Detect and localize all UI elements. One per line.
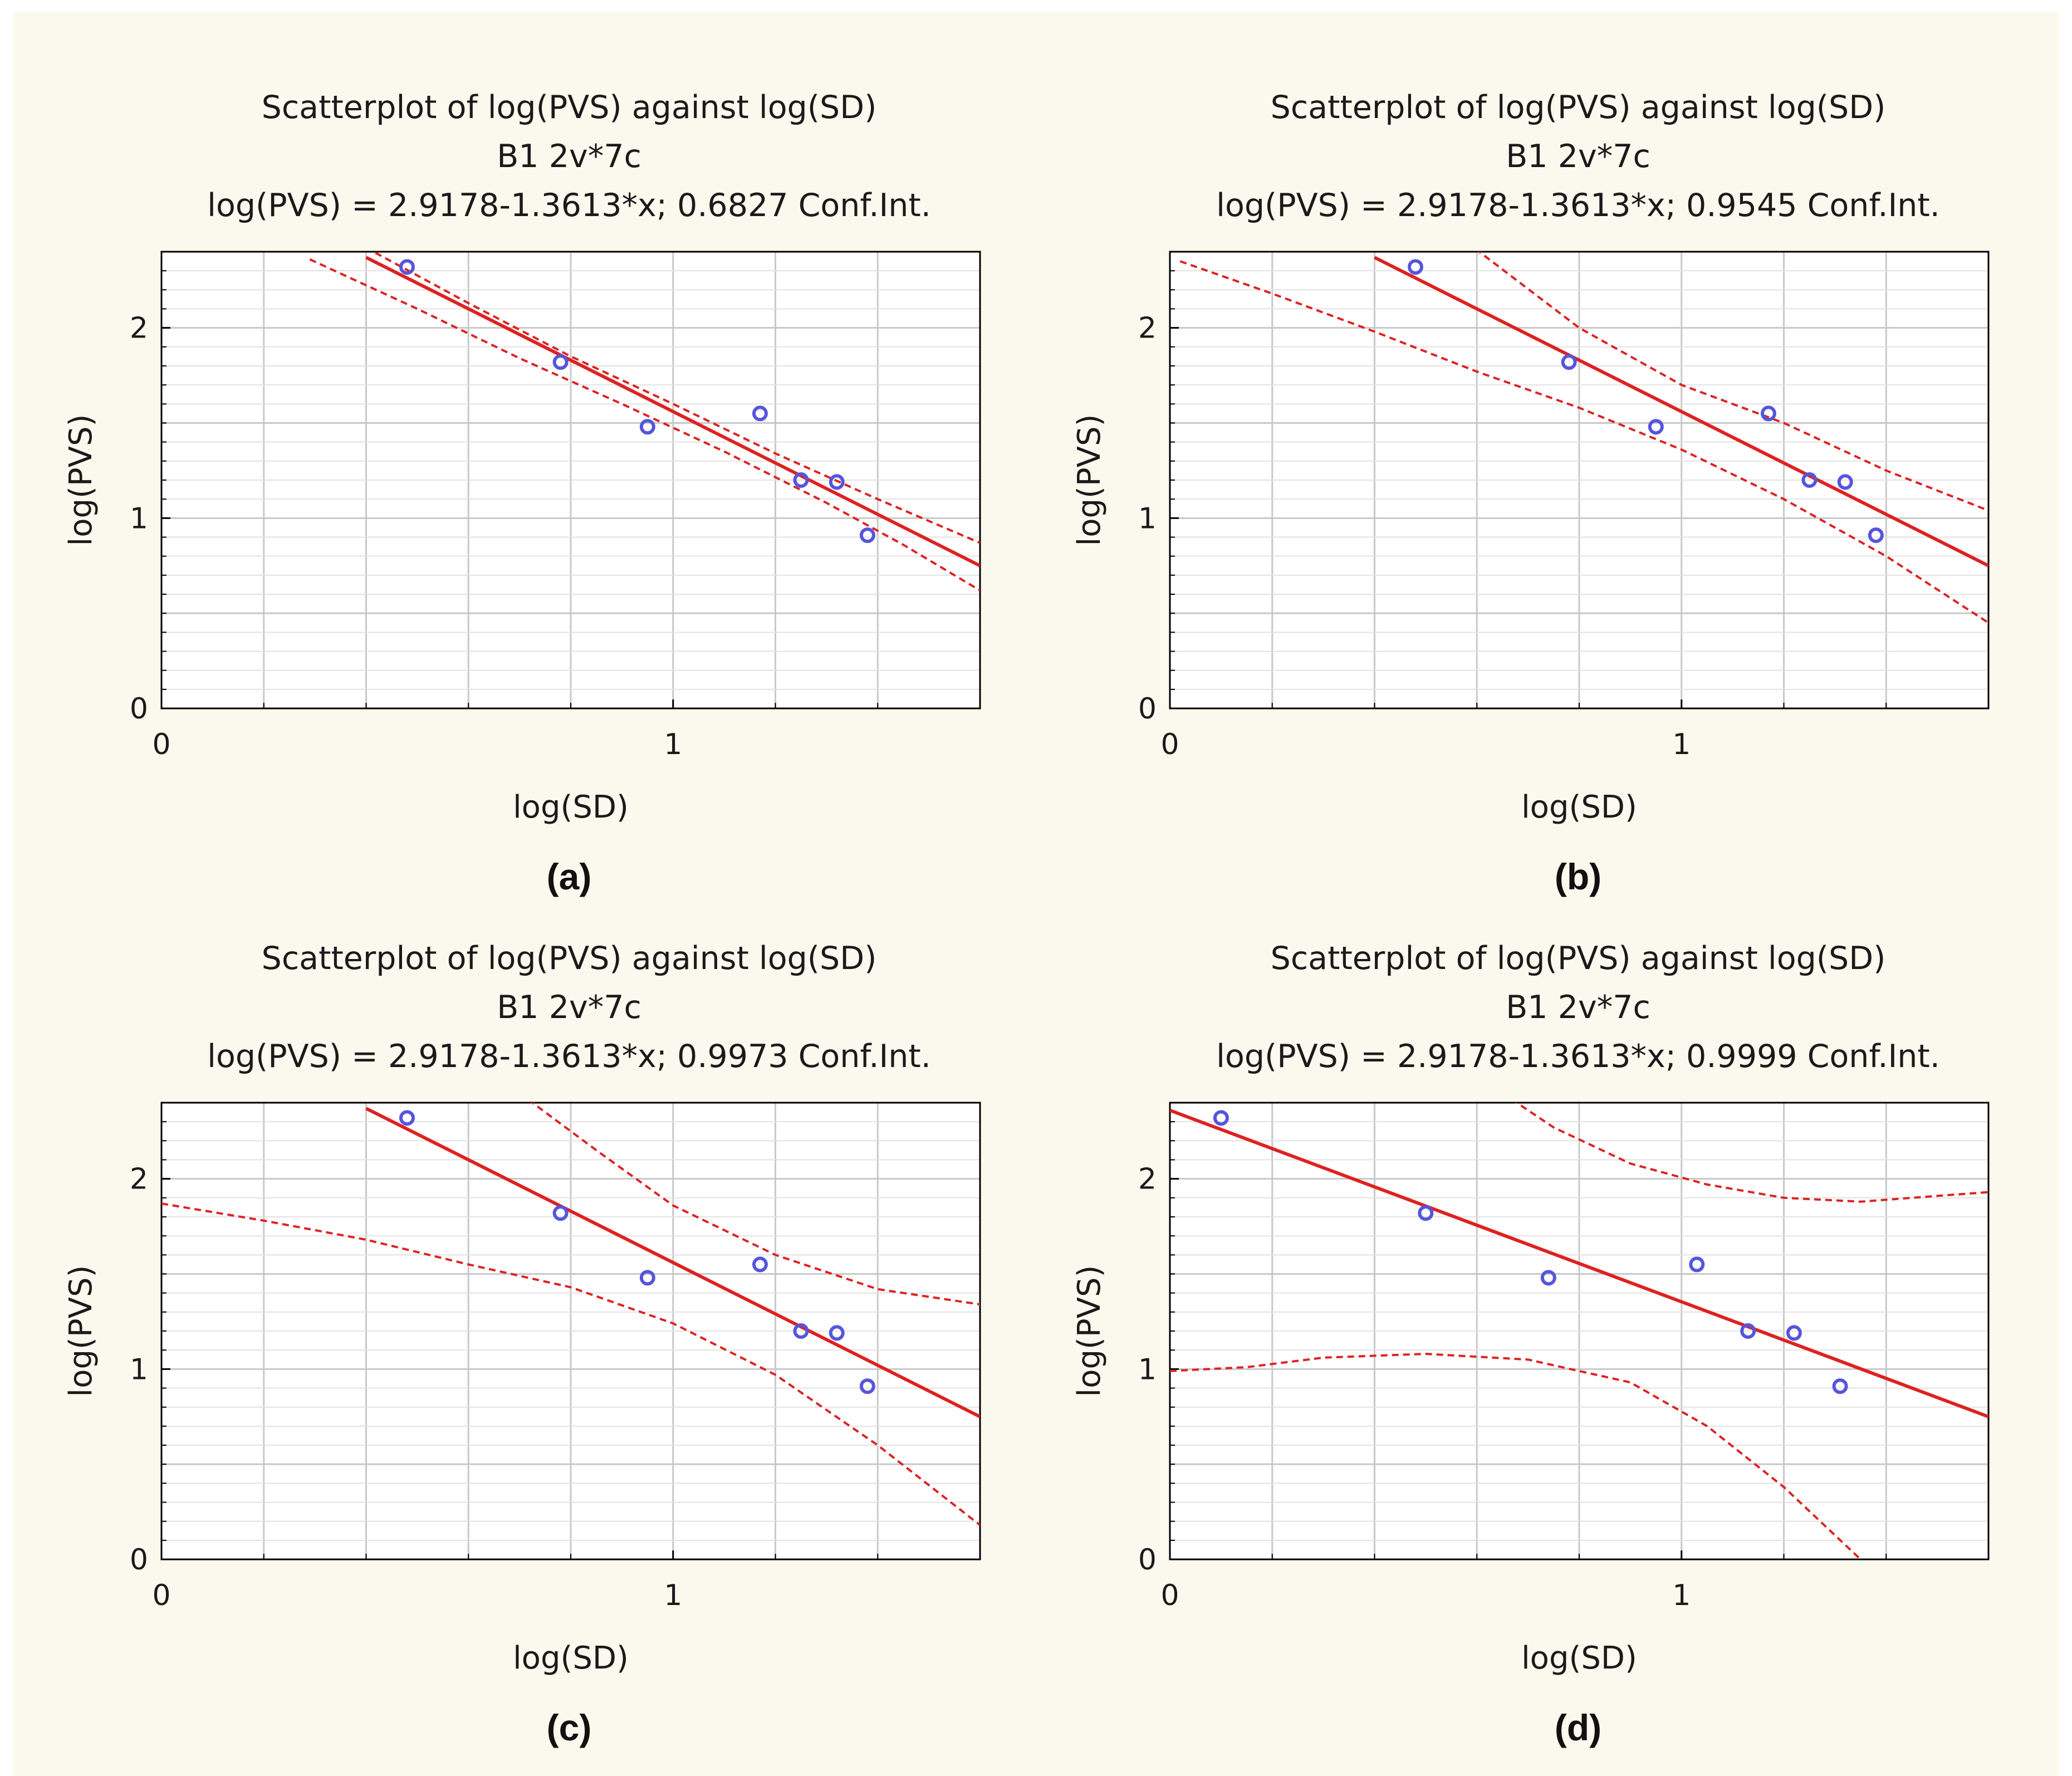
ci-upper-line — [530, 1103, 980, 1306]
data-point — [1540, 1270, 1556, 1286]
y-tick-label: 1 — [130, 1353, 148, 1386]
regression-line — [365, 256, 980, 567]
data-point — [859, 1378, 875, 1395]
data-point — [859, 527, 875, 544]
x-axis-label: log(SD) — [1521, 789, 1637, 825]
chart-equation: log(PVS) = 2.9178-1.3613*x; 0.9545 Conf.… — [1216, 187, 1940, 224]
data-point — [1213, 1110, 1229, 1126]
ci-lower-line — [309, 258, 980, 591]
x-tick-label: 0 — [1160, 1579, 1179, 1612]
panel-caption: (c) — [547, 1707, 592, 1748]
y-tick-label: 1 — [1138, 1353, 1157, 1386]
y-tick-label: 2 — [1138, 1163, 1157, 1196]
chart-title: Scatterplot of log(PVS) against log(SD) — [1271, 89, 1886, 126]
chart-equation: log(PVS) = 2.9178-1.3613*x; 0.9999 Conf.… — [1216, 1038, 1940, 1075]
y-tick-label: 0 — [130, 1543, 148, 1577]
data-point — [1689, 1256, 1705, 1273]
data-point — [1837, 474, 1853, 490]
x-tick-label: 1 — [1672, 1579, 1691, 1612]
y-axis-label: log(PVS) — [1071, 1265, 1108, 1397]
chart-subtitle: B1 2v*7c — [1506, 989, 1650, 1026]
y-tick-label: 1 — [130, 502, 148, 535]
data-point — [552, 354, 569, 370]
chart-subtitle: B1 2v*7c — [497, 138, 641, 175]
grid-lines — [1169, 251, 1990, 710]
data-point — [1832, 1378, 1848, 1395]
data-point — [793, 1323, 809, 1339]
data-point — [639, 419, 655, 435]
x-tick-label: 0 — [152, 728, 170, 761]
regression-line — [1374, 256, 1988, 567]
ci-lower-line — [1179, 260, 1988, 624]
y-tick-label: 0 — [1138, 692, 1157, 726]
x-axis-label: log(SD) — [1521, 1640, 1637, 1676]
ci-upper-line — [1477, 252, 1988, 512]
chart-title: Scatterplot of log(PVS) against log(SD) — [1271, 940, 1886, 977]
x-tick-label: 0 — [1160, 728, 1179, 761]
data-point — [829, 1325, 845, 1341]
x-tick-label: 0 — [152, 1579, 170, 1612]
regression-line — [365, 1107, 980, 1418]
data-point — [552, 1205, 569, 1221]
chart-title: Scatterplot of log(PVS) against log(SD) — [262, 940, 877, 977]
data-point — [1561, 354, 1577, 370]
data-point — [1868, 527, 1884, 544]
chart-panel-3: Scatterplot of log(PVS) against log(SD) B… — [63, 940, 981, 1748]
x-axis-label: log(SD) — [513, 789, 629, 825]
series-group — [161, 1103, 980, 1527]
figure-svg: Scatterplot of log(PVS) against log(SD) B… — [63, 89, 1990, 1748]
y-tick-label: 0 — [1138, 1543, 1157, 1577]
chart-panel-1: Scatterplot of log(PVS) against log(SD) B… — [63, 89, 981, 897]
y-axis-label: log(PVS) — [1071, 414, 1108, 546]
data-point — [399, 259, 415, 275]
chart-subtitle: B1 2v*7c — [497, 989, 641, 1026]
y-tick-label: 2 — [130, 1163, 148, 1196]
regression-line — [1170, 1108, 1988, 1418]
x-tick-label: 1 — [1672, 728, 1691, 761]
y-tick-label: 2 — [130, 312, 148, 345]
data-point — [793, 472, 809, 488]
series-group — [1179, 252, 1988, 624]
chart-equation: log(PVS) = 2.9178-1.3613*x; 0.9973 Conf.… — [207, 1038, 931, 1075]
y-tick-label: 1 — [1138, 502, 1157, 535]
panel-caption: (a) — [547, 856, 592, 897]
data-point — [752, 405, 768, 422]
ci-lower-line — [161, 1202, 980, 1527]
y-tick-label: 2 — [1138, 312, 1157, 345]
data-point — [1648, 419, 1664, 435]
data-point — [1760, 405, 1776, 422]
data-point — [1740, 1323, 1756, 1339]
x-tick-label: 1 — [664, 728, 682, 761]
series-group — [309, 252, 980, 591]
data-point — [752, 1256, 768, 1273]
data-point — [1418, 1205, 1434, 1221]
data-point — [829, 474, 845, 490]
chart-panel-4: Scatterplot of log(PVS) against log(SD) B… — [1071, 940, 1990, 1748]
series-group — [1170, 1103, 1988, 1559]
chart-title: Scatterplot of log(PVS) against log(SD) — [262, 89, 877, 126]
y-tick-label: 0 — [130, 692, 148, 726]
data-point — [639, 1270, 655, 1286]
data-point — [399, 1110, 415, 1126]
x-axis-label: log(SD) — [513, 1640, 629, 1676]
chart-equation: log(PVS) = 2.9178-1.3613*x; 0.6827 Conf.… — [207, 187, 931, 224]
x-tick-label: 1 — [664, 1579, 682, 1612]
data-point — [1786, 1325, 1802, 1341]
y-axis-label: log(PVS) — [63, 1265, 99, 1397]
chart-panel-2: Scatterplot of log(PVS) against log(SD) B… — [1071, 89, 1990, 897]
panel-caption: (d) — [1555, 1707, 1601, 1748]
figure-stage: Scatterplot of log(PVS) against log(SD) B… — [13, 12, 2059, 1776]
panel-caption: (b) — [1555, 856, 1601, 897]
data-point — [1801, 472, 1818, 488]
data-point — [1408, 259, 1423, 275]
chart-subtitle: B1 2v*7c — [1506, 138, 1650, 175]
ci-lower-line — [1170, 1352, 1862, 1559]
y-axis-label: log(PVS) — [63, 414, 99, 546]
ci-upper-line — [371, 252, 980, 544]
